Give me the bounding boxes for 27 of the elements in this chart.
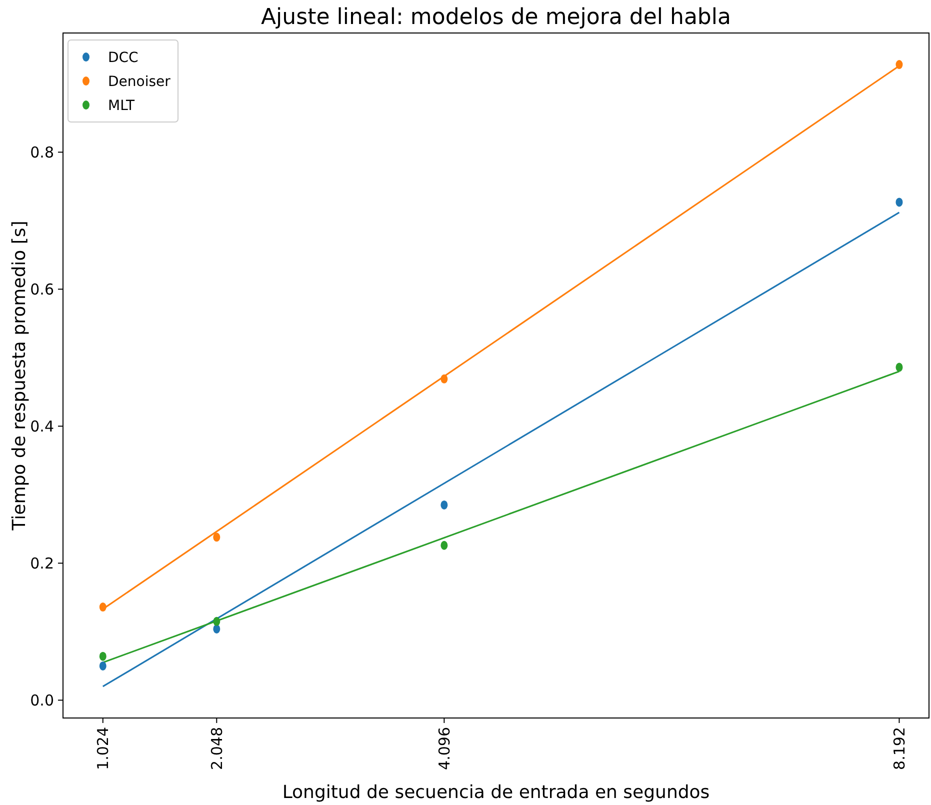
point xyxy=(213,624,220,634)
point xyxy=(896,362,903,372)
point xyxy=(213,532,220,542)
legend-label: Denoiser xyxy=(108,74,171,90)
y-tick-label: 0.8 xyxy=(30,143,54,162)
y-tick-label: 0.6 xyxy=(30,280,54,298)
y-axis-title: Tiempo de respuesta promedio [s] xyxy=(9,220,30,532)
y-tick-label: 0.4 xyxy=(30,417,54,436)
x-axis-title: Longitud de secuencia de entrada en segundos xyxy=(282,782,710,803)
legend-label: MLT xyxy=(108,98,135,114)
point xyxy=(440,540,448,550)
point xyxy=(99,661,106,670)
legend-label: DCC xyxy=(108,50,139,66)
point xyxy=(896,60,903,70)
x-tick-label: 8.192 xyxy=(890,727,908,770)
point xyxy=(99,652,106,661)
y-tick-label: 0.0 xyxy=(30,691,54,710)
point xyxy=(99,602,106,612)
point xyxy=(440,374,448,384)
x-tick-label: 4.096 xyxy=(435,727,454,770)
point xyxy=(896,198,903,207)
y-tick-label: 0.2 xyxy=(30,554,54,572)
chart-title: Ajuste lineal: modelos de mejora del habla xyxy=(261,5,731,30)
point xyxy=(213,616,220,626)
x-tick-label: 2.048 xyxy=(208,727,226,770)
x-tick-label: 1.024 xyxy=(94,727,112,770)
point xyxy=(440,500,448,510)
